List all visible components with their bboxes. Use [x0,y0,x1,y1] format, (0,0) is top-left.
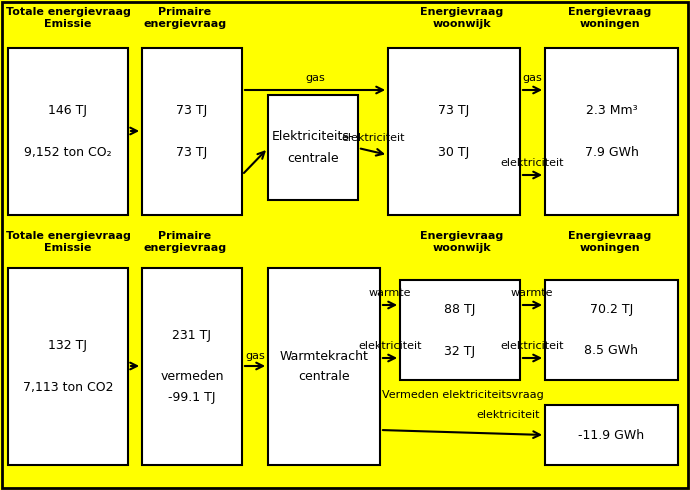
Text: Energievraag
woningen: Energievraag woningen [569,7,651,29]
Text: 2.3 Mm³

7.9 GWh: 2.3 Mm³ 7.9 GWh [584,104,638,159]
Bar [545,405,678,465]
Bar [8,268,128,465]
Text: gas: gas [305,73,325,83]
Text: elektriciteit: elektriciteit [342,133,405,143]
Text: Totale energievraag
Emissie: Totale energievraag Emissie [6,7,130,29]
Text: Energievraag
woonwijk: Energievraag woonwijk [420,231,504,253]
Text: 88 TJ

32 TJ: 88 TJ 32 TJ [444,302,475,358]
Text: Primaire
energievraag: Primaire energievraag [144,231,226,253]
Text: warmte: warmte [368,288,411,298]
Text: elektriciteit: elektriciteit [477,410,540,420]
Bar [545,280,678,380]
Text: Primaire
energievraag: Primaire energievraag [144,7,226,29]
Text: Energievraag
woonwijk: Energievraag woonwijk [420,7,504,29]
Text: 146 TJ

9,152 ton CO₂: 146 TJ 9,152 ton CO₂ [24,104,112,159]
Text: elektriciteit: elektriciteit [500,341,564,351]
Bar [400,280,520,380]
Bar [142,268,242,465]
Text: warmte: warmte [511,288,553,298]
Text: -11.9 GWh: -11.9 GWh [578,428,644,441]
Text: gas: gas [522,73,542,83]
Bar [8,48,128,215]
Text: elektriciteit: elektriciteit [358,341,422,351]
Text: gas: gas [245,351,265,361]
Text: 231 TJ

vermeden
-99.1 TJ: 231 TJ vermeden -99.1 TJ [160,328,224,405]
Bar [142,48,242,215]
Text: Vermeden elektriciteitsvraag: Vermeden elektriciteitsvraag [382,390,544,400]
Bar [545,48,678,215]
Text: Warmtekracht
centrale: Warmtekracht centrale [279,349,368,384]
Text: 132 TJ

7,113 ton CO2: 132 TJ 7,113 ton CO2 [23,339,113,394]
Text: elektriciteit: elektriciteit [500,158,564,168]
Bar [268,95,358,200]
Text: Totale energievraag
Emissie: Totale energievraag Emissie [6,231,130,253]
Text: Elektriciteits-
centrale: Elektriciteits- centrale [272,130,354,165]
Bar [388,48,520,215]
Text: Energievraag
woningen: Energievraag woningen [569,231,651,253]
Text: 73 TJ

30 TJ: 73 TJ 30 TJ [438,104,470,159]
Text: 70.2 TJ

8.5 GWh: 70.2 TJ 8.5 GWh [584,302,638,358]
Text: 73 TJ

73 TJ: 73 TJ 73 TJ [177,104,208,159]
Bar [268,268,380,465]
